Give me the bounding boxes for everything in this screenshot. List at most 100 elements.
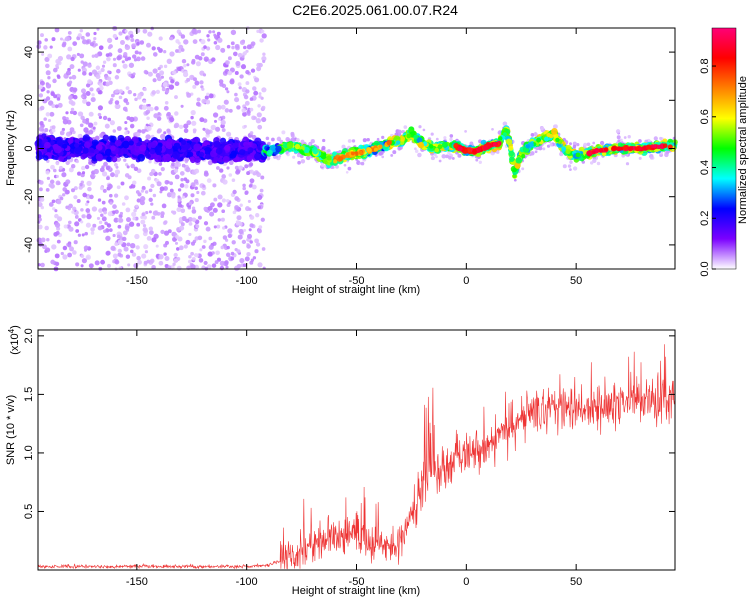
spectrogram-point (71, 74, 77, 80)
spectrogram-point (521, 167, 525, 171)
spectrogram-point (82, 61, 88, 67)
spectrogram-point (169, 51, 175, 57)
spectrogram-point (207, 251, 213, 257)
spectrogram-point (122, 236, 127, 242)
spectrogram-point (114, 169, 121, 175)
spectrogram-point (152, 210, 159, 216)
spectrogram-point (81, 258, 87, 264)
spectrogram-point (103, 210, 107, 215)
spectrogram-point (118, 31, 123, 36)
spectrogram-point (246, 244, 251, 249)
spectrogram-point (204, 58, 208, 62)
spectrogram-point (82, 192, 88, 198)
spectrogram-point (254, 77, 260, 83)
spectrogram-point (50, 259, 56, 265)
spectrogram-point (46, 176, 50, 180)
spectrogram-point (199, 117, 205, 123)
spectrogram-point (100, 67, 105, 73)
spectrogram-point (228, 173, 233, 177)
spectrogram-point (65, 131, 72, 137)
spectrogram-point (81, 233, 85, 237)
spectrogram-point (85, 208, 91, 213)
spectrogram-point (68, 76, 73, 80)
spectrogram-point (96, 216, 101, 220)
spectrogram-points (34, 25, 678, 272)
spectrogram-point (107, 70, 111, 74)
spectrogram-point (88, 263, 94, 269)
spectrogram-point (239, 39, 245, 46)
spectrogram-point (163, 105, 169, 111)
spectrogram-point (59, 196, 64, 201)
spectrogram-point (243, 94, 249, 100)
spectrogram-point (133, 93, 137, 97)
spectrogram-point (572, 166, 578, 171)
spectrogram-point (85, 91, 91, 96)
spectrogram-point (262, 52, 266, 56)
spectrogram-point (184, 184, 189, 189)
spectrogram-point (37, 263, 41, 267)
spectrogram-point (121, 60, 125, 64)
spectrogram-point (88, 111, 94, 117)
spectrogram-point (221, 128, 226, 133)
spectrogram-point (149, 148, 156, 155)
spectrogram-point (103, 229, 107, 233)
spectrogram-point (193, 143, 202, 152)
spectrogram-point (54, 209, 58, 213)
spectrogram-point (213, 156, 219, 162)
spectrogram-point (156, 181, 162, 187)
spectrogram-point (221, 198, 226, 203)
spectrogram-point (449, 134, 454, 138)
spectrogram-point (73, 195, 78, 200)
spectrogram-point (259, 188, 264, 193)
spectrogram-point (392, 150, 397, 155)
spectrogram-point (569, 168, 572, 171)
spectrogram-point (208, 244, 214, 250)
spectrogram-point (308, 142, 312, 146)
spectrogram-point (173, 252, 178, 258)
spectrogram-point (256, 112, 262, 118)
spectrogram-point (191, 217, 197, 223)
spectrogram-point (186, 77, 191, 82)
spectrogram-point (114, 100, 120, 105)
spectrogram-point (241, 55, 245, 59)
spectrogram-point (451, 156, 455, 160)
spectrogram-point (129, 185, 133, 189)
spectrogram-point (89, 194, 94, 200)
spectrogram-point (183, 63, 187, 68)
spectrogram-point (107, 183, 113, 190)
spectrogram-point (255, 242, 261, 247)
spectrogram-point (226, 131, 232, 137)
spectrogram-point (62, 119, 69, 125)
spectrogram-point (77, 134, 82, 139)
spectrogram-point (160, 229, 165, 235)
spectrogram-point (226, 90, 230, 94)
spectrogram-point (62, 143, 68, 149)
spectrogram-point (180, 208, 186, 214)
spectrogram-point (164, 256, 170, 261)
spectrogram-point (145, 109, 151, 114)
spectrogram-point (292, 155, 296, 159)
spectrogram-point (81, 88, 86, 94)
spectrogram-point (60, 251, 64, 256)
spectrogram-point (619, 138, 623, 142)
spectrogram-point (615, 129, 621, 134)
spectrogram-point (215, 147, 223, 155)
spectrogram-point (80, 264, 84, 268)
spectrogram-point (185, 239, 191, 245)
spectrogram-point (40, 33, 44, 38)
spectrogram-point (145, 134, 151, 140)
spectrogram-point (199, 80, 204, 85)
spectrogram-point (347, 166, 352, 171)
spectrogram-point (168, 84, 175, 90)
spectrogram-point (212, 30, 216, 34)
spectrogram-point (158, 172, 162, 176)
spectrogram-point (108, 228, 113, 232)
spectrogram-point (232, 142, 239, 149)
spectrogram-point (37, 40, 42, 45)
spectrogram-point (248, 207, 252, 211)
spectrogram-point (122, 230, 128, 236)
spectrogram-point (163, 252, 167, 256)
spectrogram-point (54, 222, 61, 228)
spectrogram-point (300, 139, 305, 144)
